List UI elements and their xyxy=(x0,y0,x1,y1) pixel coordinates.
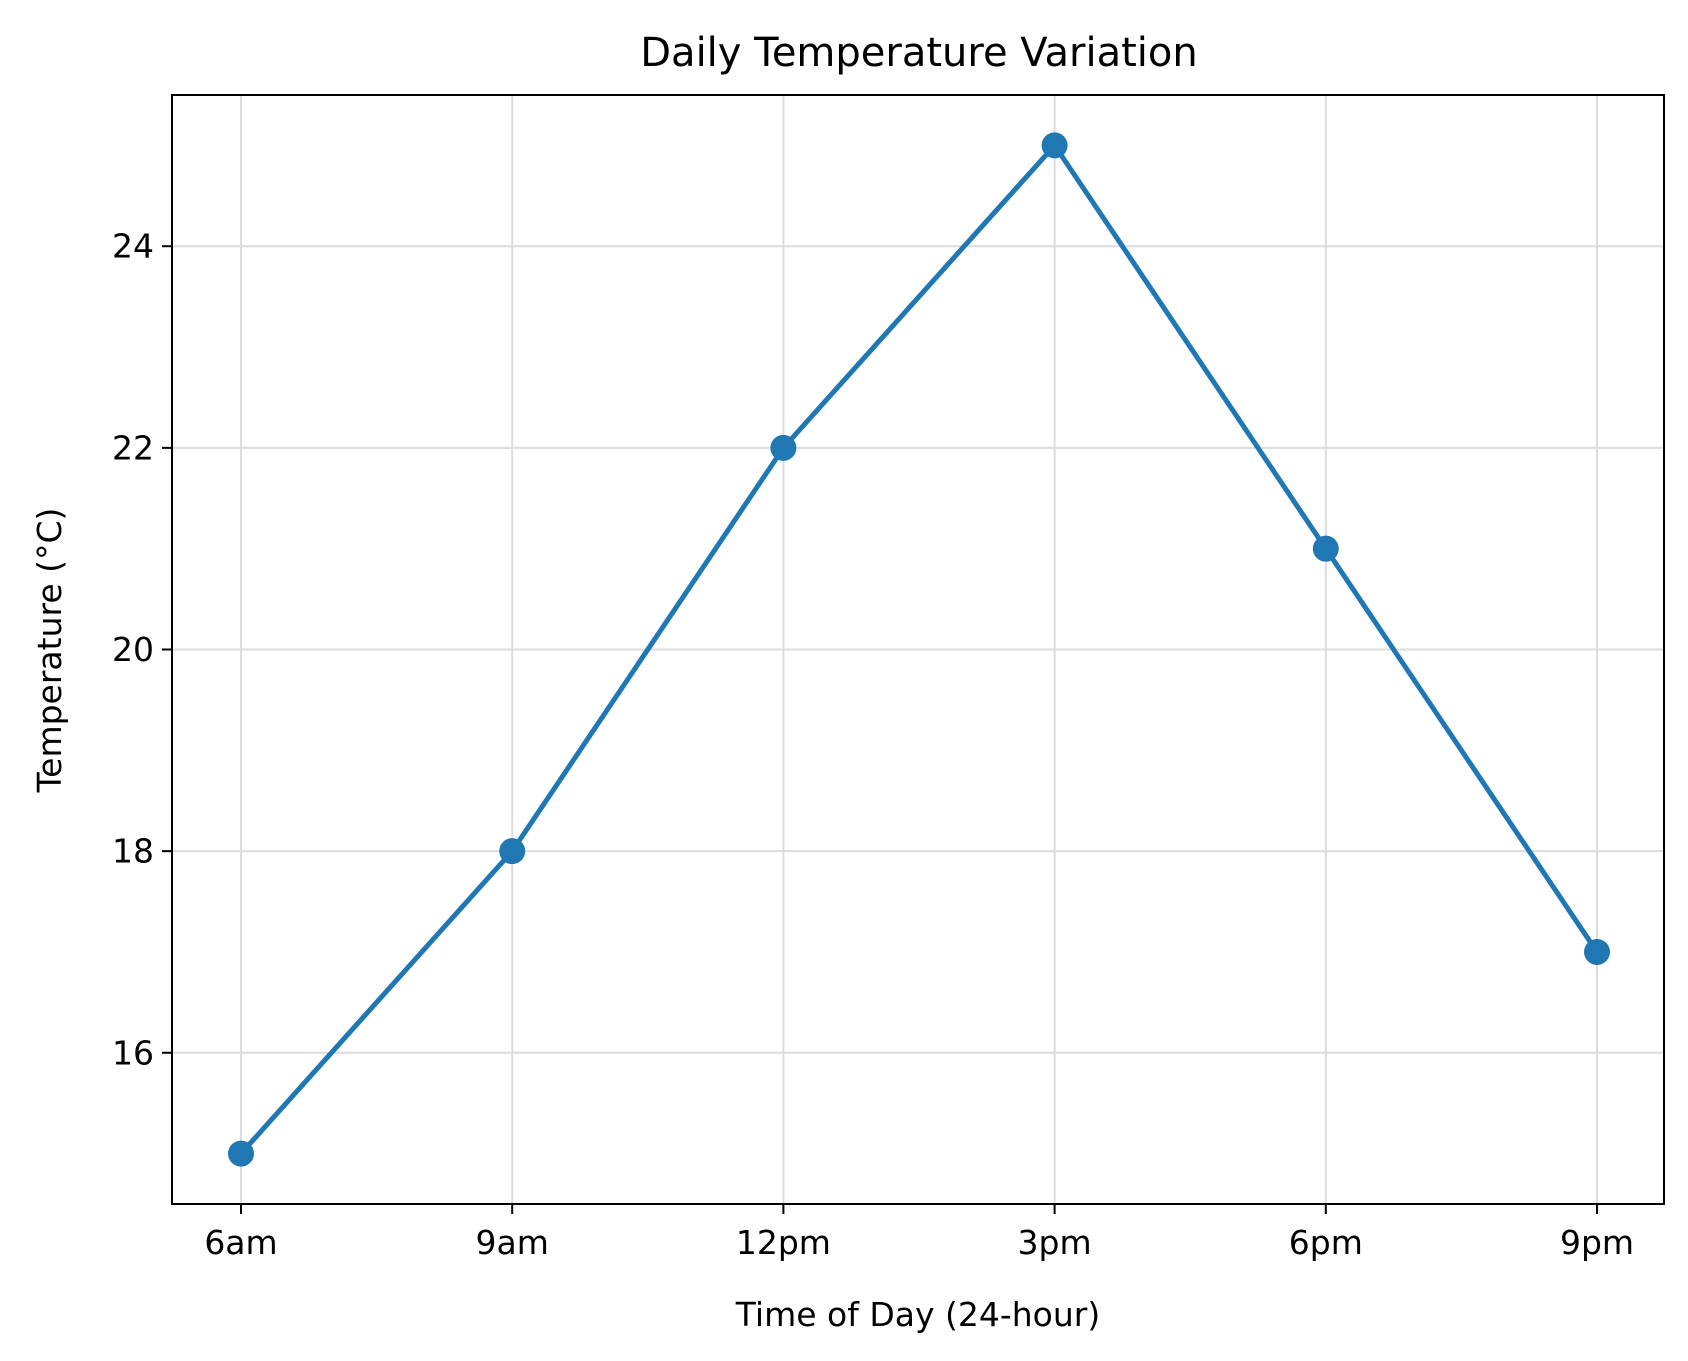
y-tick-label: 24 xyxy=(112,227,154,266)
x-axis-label: Time of Day (24-hour) xyxy=(735,1295,1100,1334)
y-tick-label: 20 xyxy=(112,630,154,669)
x-tick-label: 9pm xyxy=(1560,1223,1634,1262)
y-tick-label: 22 xyxy=(112,428,154,467)
data-point xyxy=(228,1140,254,1167)
x-tick-label: 6pm xyxy=(1289,1223,1363,1262)
data-point xyxy=(1312,535,1339,562)
grid xyxy=(172,95,1664,1204)
ticks: 6am 9am 12pm 3pm 6pm 9pm 16 18 20 22 24 xyxy=(112,227,1634,1262)
data-point xyxy=(1584,938,1610,965)
x-tick-label: 3pm xyxy=(1018,1223,1092,1262)
y-axis-label: Temperature (°C) xyxy=(30,508,69,794)
series-line xyxy=(238,142,1600,1157)
y-tick-label: 18 xyxy=(112,832,154,871)
data-point xyxy=(499,838,526,865)
data-point xyxy=(770,434,797,461)
chart-title: Daily Temperature Variation xyxy=(640,30,1197,76)
plot-frame xyxy=(171,94,1665,1205)
series-layer xyxy=(228,132,1610,1167)
x-tick-label: 9am xyxy=(476,1223,549,1262)
x-tick-label: 12pm xyxy=(736,1223,831,1262)
y-tick-label: 16 xyxy=(112,1033,154,1072)
data-point xyxy=(1041,132,1068,159)
x-tick-label: 6am xyxy=(204,1223,277,1262)
